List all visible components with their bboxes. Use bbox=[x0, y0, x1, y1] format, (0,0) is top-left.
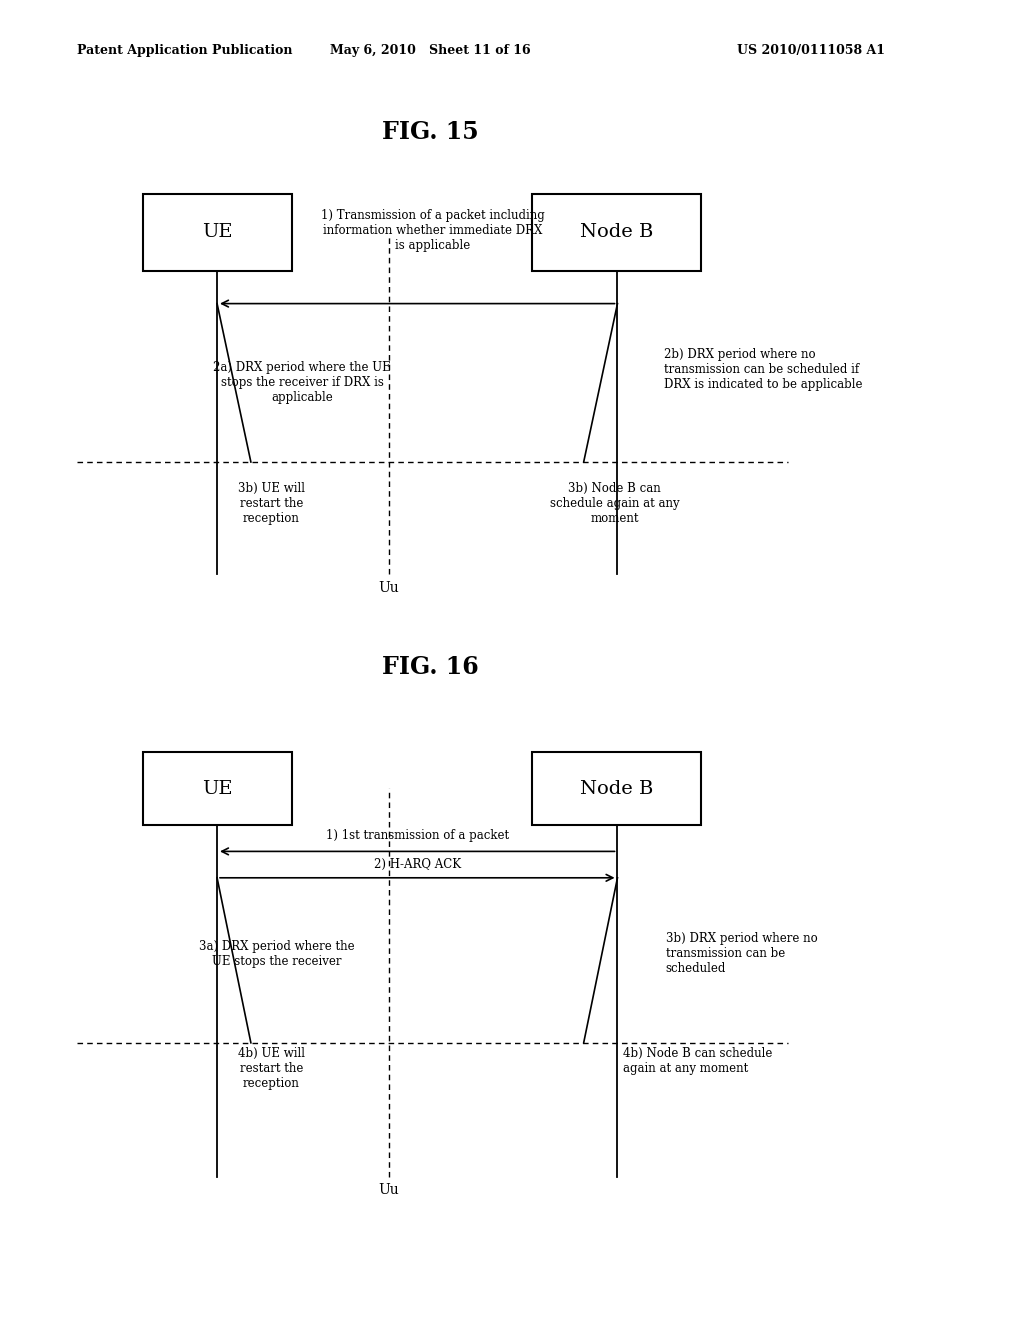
Text: 3a) DRX period where the
UE stops the receiver: 3a) DRX period where the UE stops the re… bbox=[199, 940, 354, 968]
Text: 2) H-ARQ ACK: 2) H-ARQ ACK bbox=[374, 858, 461, 871]
Text: 4b) Node B can schedule
again at any moment: 4b) Node B can schedule again at any mom… bbox=[623, 1047, 772, 1074]
Text: 2a) DRX period where the UE
stops the receiver if DRX is
applicable: 2a) DRX period where the UE stops the re… bbox=[213, 362, 391, 404]
Text: 3b) DRX period where no
transmission can be
scheduled: 3b) DRX period where no transmission can… bbox=[666, 932, 817, 975]
Text: UE: UE bbox=[203, 780, 232, 797]
Text: 2b) DRX period where no
transmission can be scheduled if
DRX is indicated to be : 2b) DRX period where no transmission can… bbox=[664, 348, 862, 391]
Text: Node B: Node B bbox=[581, 223, 653, 242]
Bar bbox=[532, 752, 701, 825]
Text: May 6, 2010   Sheet 11 of 16: May 6, 2010 Sheet 11 of 16 bbox=[330, 44, 530, 57]
Text: Uu: Uu bbox=[379, 1183, 399, 1197]
Bar bbox=[143, 194, 292, 271]
Text: 3b) Node B can
schedule again at any
moment: 3b) Node B can schedule again at any mom… bbox=[550, 482, 679, 525]
Text: US 2010/0111058 A1: US 2010/0111058 A1 bbox=[737, 44, 886, 57]
Text: 1) 1st transmission of a packet: 1) 1st transmission of a packet bbox=[326, 829, 509, 842]
Text: Node B: Node B bbox=[581, 780, 653, 797]
Text: FIG. 15: FIG. 15 bbox=[382, 120, 478, 144]
Text: 3b) UE will
restart the
reception: 3b) UE will restart the reception bbox=[238, 482, 305, 525]
Text: 4b) UE will
restart the
reception: 4b) UE will restart the reception bbox=[238, 1047, 305, 1090]
Text: 1) Transmission of a packet including
information whether immediate DRX
is appli: 1) Transmission of a packet including in… bbox=[321, 210, 545, 252]
Text: Patent Application Publication: Patent Application Publication bbox=[77, 44, 292, 57]
Text: FIG. 16: FIG. 16 bbox=[382, 655, 478, 678]
Text: Uu: Uu bbox=[379, 581, 399, 595]
Text: UE: UE bbox=[203, 223, 232, 242]
Bar bbox=[143, 752, 292, 825]
Bar bbox=[532, 194, 701, 271]
